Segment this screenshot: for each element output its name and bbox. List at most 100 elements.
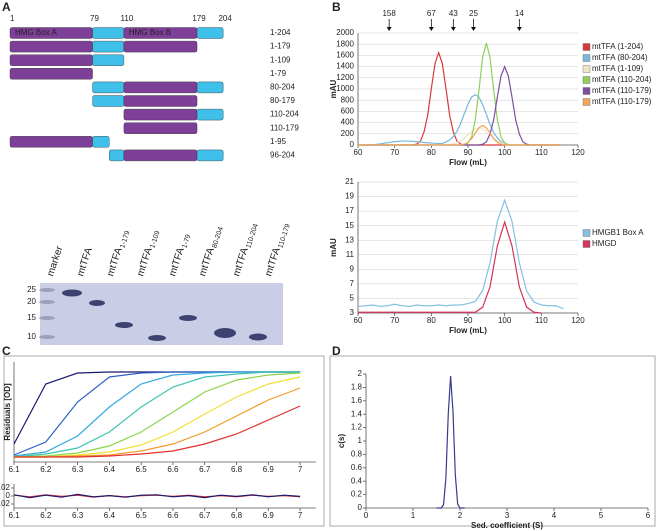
y-tick-label: 3 bbox=[350, 308, 355, 317]
panel-label: D bbox=[332, 344, 341, 358]
x-axis-label: Flow (mL) bbox=[449, 326, 487, 335]
y-tick-label: 13 bbox=[345, 235, 354, 244]
marker-label: 15 bbox=[27, 313, 36, 322]
y-tick-label: 0.6 bbox=[351, 463, 363, 472]
panel-label: A bbox=[2, 0, 11, 14]
y-tick-label: 0.8 bbox=[351, 450, 363, 459]
standard-label: 158 bbox=[382, 9, 396, 18]
y-axis-label: mAU bbox=[329, 79, 338, 98]
x-tick-label: 70 bbox=[390, 316, 399, 325]
gel-bands bbox=[39, 288, 267, 341]
arrow-head bbox=[428, 27, 434, 31]
construct-label: 1-109 bbox=[270, 55, 291, 64]
lane-name: mtTFA bbox=[75, 246, 95, 278]
marker-label: 10 bbox=[27, 332, 36, 341]
lane-label: mtTFA1-179 bbox=[105, 228, 132, 278]
lane-label: mtTFA1-79 bbox=[167, 232, 192, 278]
x-tick-label: 6.5 bbox=[136, 465, 148, 474]
linker-segment bbox=[109, 149, 125, 162]
x-tick-label: 90 bbox=[464, 148, 473, 157]
linker-segment bbox=[196, 108, 224, 121]
x-tick-label: 80 bbox=[427, 148, 436, 157]
y-tick-label: 800 bbox=[341, 95, 355, 104]
lane-label: mtTFA110-204 bbox=[231, 221, 260, 278]
x-tick-label: 6 bbox=[646, 511, 651, 520]
lane-name: marker bbox=[45, 244, 65, 278]
domain-segment bbox=[123, 81, 198, 94]
construct-label: 1-204 bbox=[270, 28, 291, 37]
lane-sub: 1-109 bbox=[149, 230, 161, 249]
y-tick-label: 1000 bbox=[336, 84, 354, 93]
lane-label: mtTFA80-204 bbox=[197, 225, 225, 279]
y-tick-label: 19 bbox=[345, 192, 354, 201]
x-tick-label: 0 bbox=[364, 511, 369, 520]
x-tick-label: 5 bbox=[599, 511, 604, 520]
lane-sub: 1-79 bbox=[181, 234, 192, 250]
lane-label: marker bbox=[45, 244, 65, 278]
legend-swatch bbox=[582, 240, 591, 248]
x-tick-label: 6.9 bbox=[263, 465, 275, 474]
legend-swatch bbox=[582, 229, 591, 237]
y-tick-label: -0.02 bbox=[0, 499, 11, 508]
x-tick-label: 90 bbox=[464, 316, 473, 325]
x-tick-label: 6.3 bbox=[72, 465, 84, 474]
legend-label: HMGD bbox=[592, 239, 617, 248]
x-tick-label: 6.8 bbox=[231, 511, 243, 520]
construct-label: 80-204 bbox=[270, 83, 295, 92]
series-line bbox=[14, 405, 301, 458]
x-tick-label: 6.4 bbox=[104, 511, 116, 520]
linker-segment bbox=[92, 81, 125, 94]
series-line bbox=[436, 375, 465, 509]
y-tick-label: 0.4 bbox=[351, 476, 363, 485]
series-line bbox=[13, 371, 301, 457]
y-axis-label: c(s) bbox=[337, 434, 346, 449]
y-axis-label: Residuals [OD] bbox=[3, 383, 12, 441]
standard-label: 67 bbox=[427, 9, 436, 18]
linker-segment bbox=[92, 54, 125, 66]
series-line bbox=[358, 93, 560, 146]
lane-name: mtTFA bbox=[167, 246, 187, 278]
x-tick-label: 6.7 bbox=[199, 511, 211, 520]
construct-label: 1-95 bbox=[270, 137, 287, 146]
y-tick-label: 1.6 bbox=[351, 396, 363, 405]
legend-swatch bbox=[582, 65, 591, 73]
x-tick-label: 70 bbox=[390, 148, 399, 157]
x-tick-label: 1 bbox=[411, 511, 416, 520]
linker-segment bbox=[196, 149, 224, 162]
y-tick-label: 15 bbox=[345, 221, 354, 230]
domain-segment bbox=[9, 68, 93, 80]
x-tick-label: 6.8 bbox=[231, 465, 243, 474]
x-tick-label: 7 bbox=[298, 511, 303, 520]
legend-label: mtTFA (1-109) bbox=[592, 64, 643, 73]
lane-sub: 110-179 bbox=[277, 223, 291, 249]
construct-label: 80-179 bbox=[270, 96, 295, 105]
domain-segment bbox=[9, 40, 93, 53]
domain-segment bbox=[123, 108, 198, 121]
legend-label: mtTFA (110-204) bbox=[592, 75, 652, 84]
legend-label: mtTFA (110-179) bbox=[592, 86, 652, 95]
arrow-head bbox=[471, 27, 476, 31]
y-tick-label: 1200 bbox=[336, 73, 354, 82]
y-tick-label: 200 bbox=[341, 129, 355, 138]
domain-segment bbox=[123, 122, 198, 134]
legend-swatch bbox=[582, 98, 591, 106]
residue-label: 204 bbox=[218, 14, 232, 23]
legend-label: mtTFA (110-179) bbox=[592, 97, 652, 106]
legend-label: HMGB1 Box A bbox=[592, 228, 644, 237]
x-tick-label: 6.6 bbox=[167, 465, 179, 474]
residue-label: 179 bbox=[192, 14, 206, 23]
construct-label: 1-179 bbox=[270, 42, 291, 51]
legend-swatch bbox=[582, 87, 591, 95]
lane-sub: 80-204 bbox=[211, 226, 224, 249]
x-tick-label: 110 bbox=[535, 148, 548, 157]
linker-segment bbox=[196, 27, 224, 39]
x-tick-label: 6.3 bbox=[72, 511, 84, 520]
y-tick-label: 400 bbox=[341, 118, 355, 127]
series-line bbox=[358, 124, 560, 146]
lane-name: mtTFA bbox=[135, 246, 155, 278]
standard-label: 25 bbox=[469, 9, 478, 18]
standard-label: 43 bbox=[449, 9, 458, 18]
construct-label: 110-204 bbox=[270, 110, 299, 119]
y-tick-label: 9 bbox=[350, 264, 355, 273]
